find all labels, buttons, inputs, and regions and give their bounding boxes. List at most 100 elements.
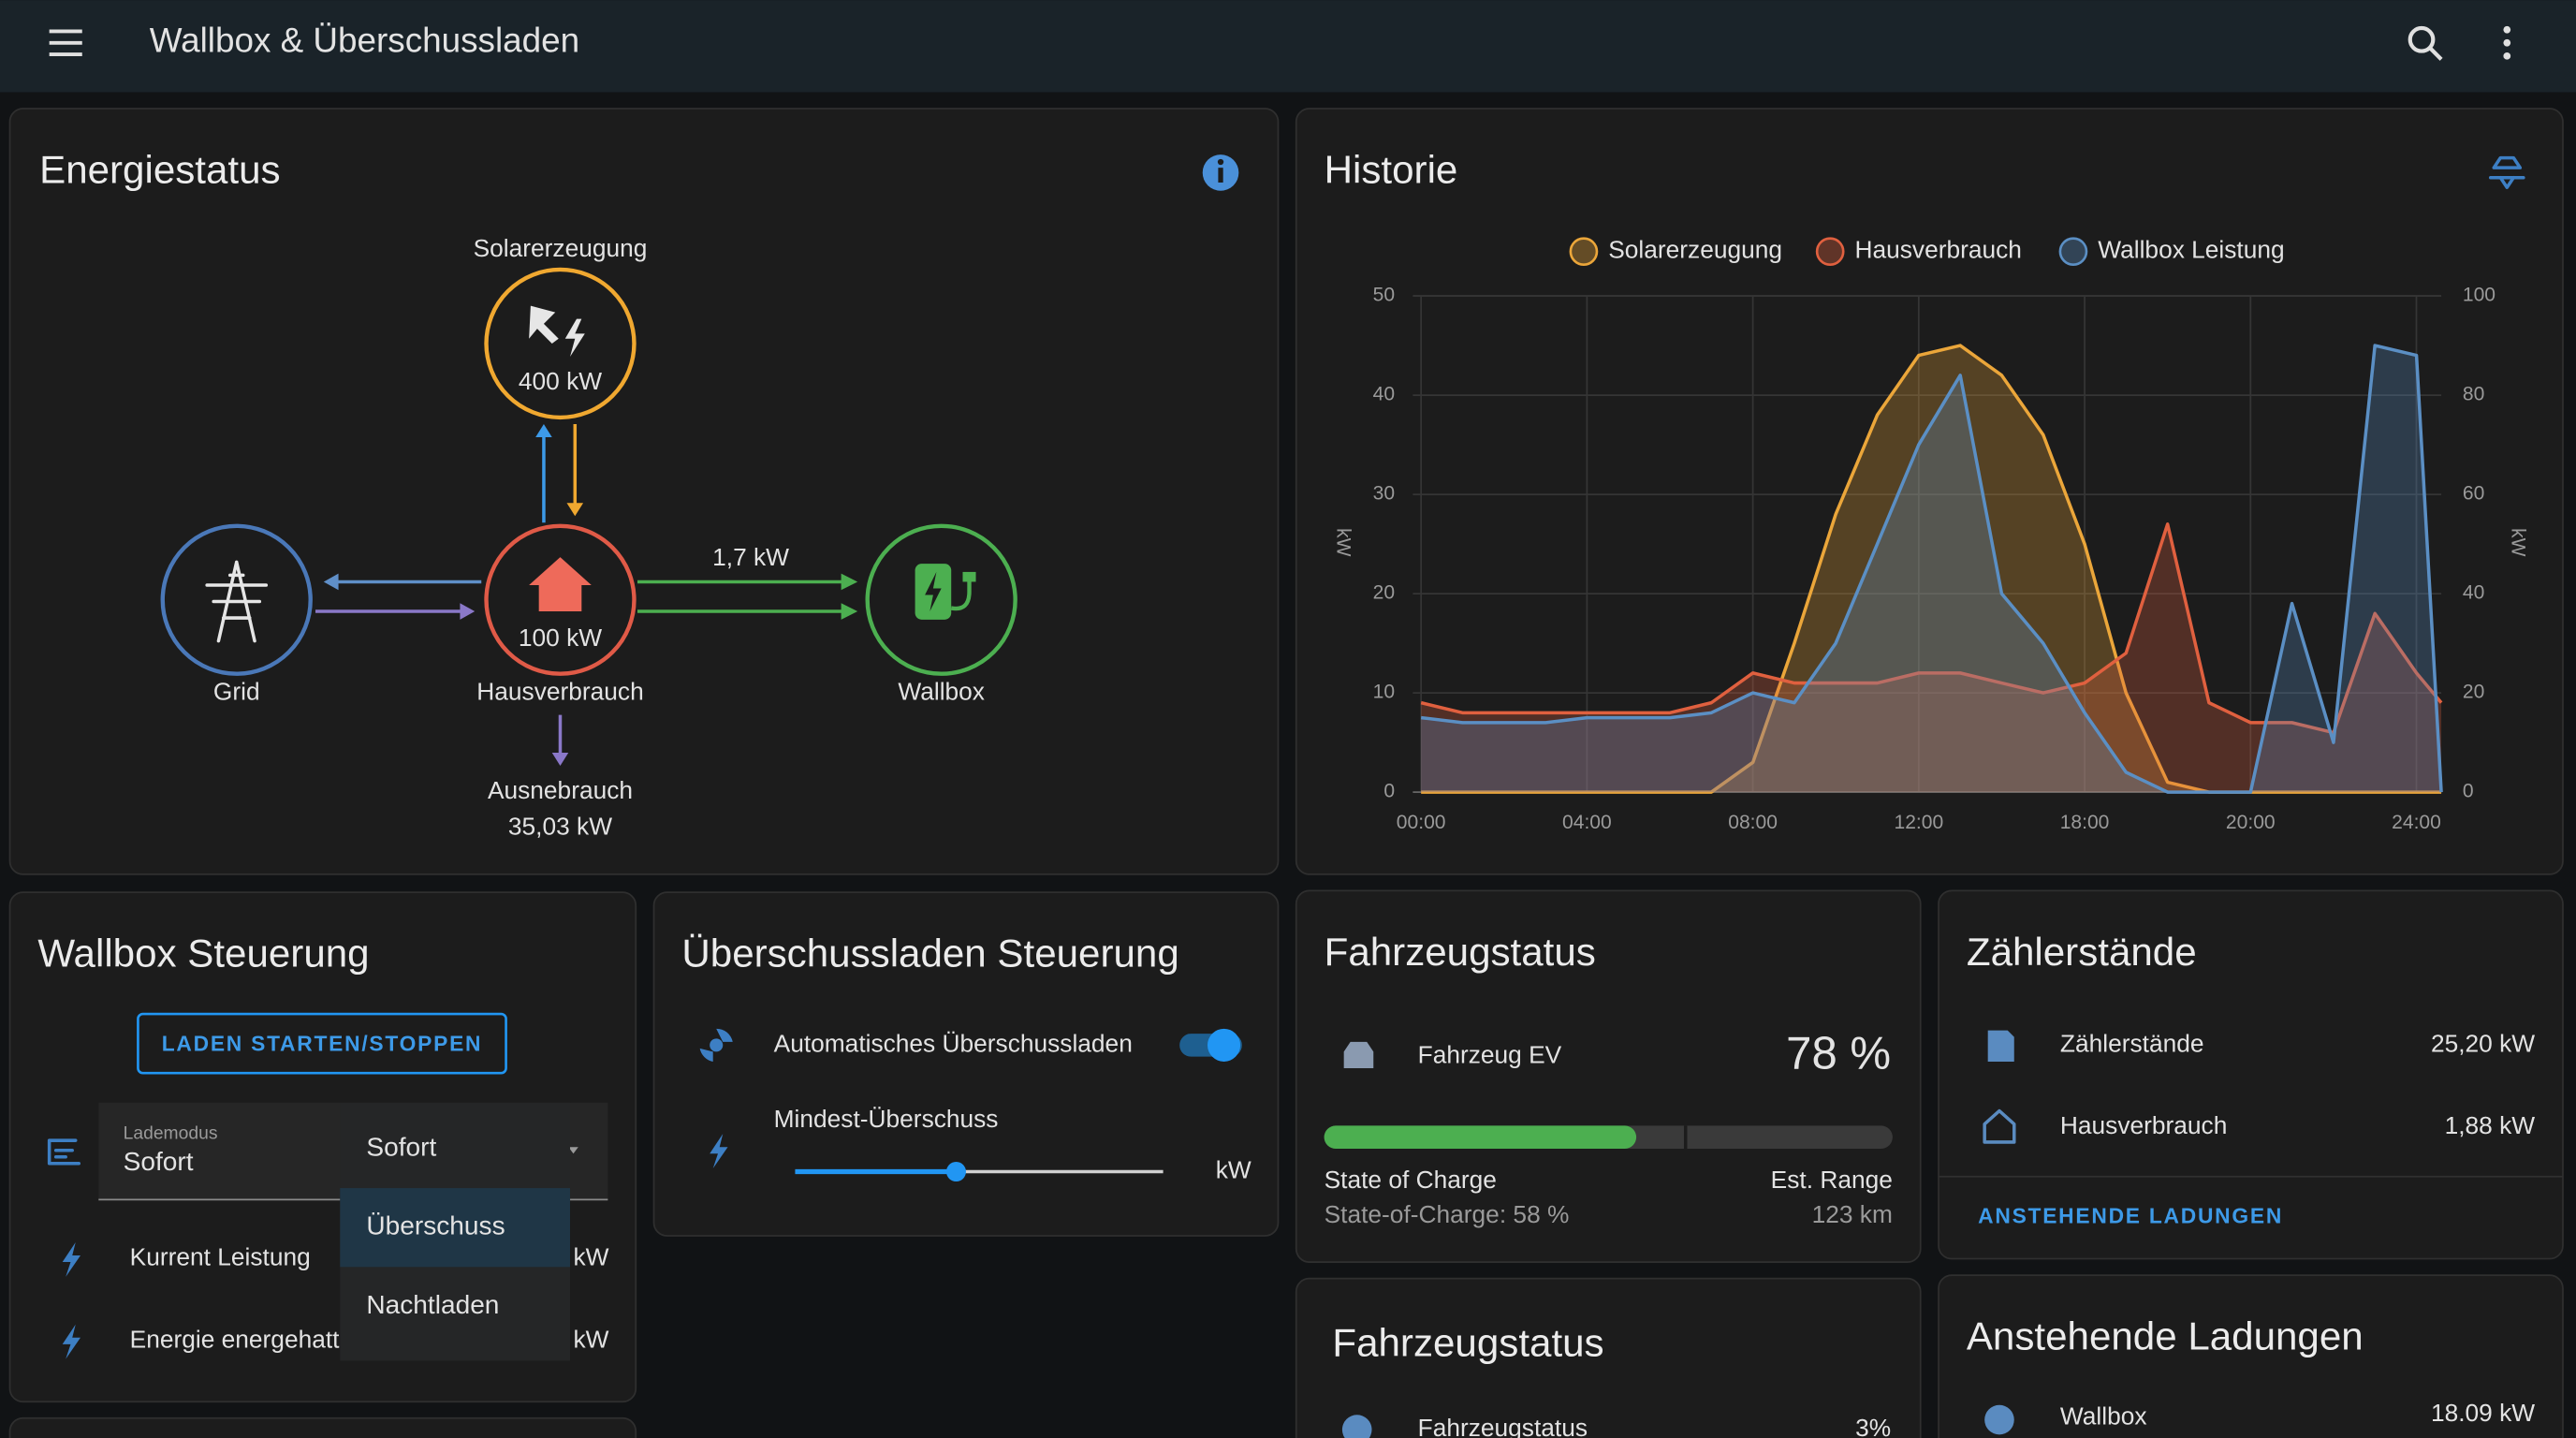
card-title: Fahrzeugstatus	[1332, 1321, 1603, 1365]
card-partial	[8, 1416, 637, 1438]
card-title: Wallbox Steuerung	[37, 932, 369, 976]
solar-node	[484, 267, 637, 420]
grid-icon	[205, 560, 269, 643]
more-button[interactable]	[2503, 25, 2511, 60]
range-value: 123 km	[1812, 1200, 1893, 1228]
pending-link[interactable]: ANSTEHENDE LADUNGEN	[1978, 1204, 2283, 1228]
node-value: 35,03 kW	[508, 813, 612, 841]
history-chart: 0 10 20 30 40 50 0 20 40 60 80 100 00:00 04:00 08:00 12…	[1332, 236, 2528, 833]
status-label: Fahrzeugstatus	[1418, 1414, 1588, 1438]
node-value: 400 kW	[519, 367, 602, 395]
card-surplus	[652, 891, 1280, 1237]
card-history	[1295, 108, 2564, 875]
x-tick-label: 18:00	[2060, 812, 2110, 833]
x-tick-label: 20:00	[2226, 812, 2276, 833]
flow-label: 1,7 kW	[712, 543, 789, 571]
menu-button[interactable]	[49, 29, 82, 56]
energy-icon	[62, 1324, 80, 1359]
card-title: Fahrzeugstatus	[1325, 930, 1596, 974]
y-tick-label: 20	[1373, 582, 1395, 604]
slider-label: Mindest-Überschuss	[774, 1105, 999, 1133]
pending-value: 18.09 kW	[2431, 1399, 2535, 1427]
meter-value: 25,20 kW	[2431, 1029, 2535, 1057]
card-vehicle	[1295, 889, 1922, 1263]
select-caret	[568, 1147, 578, 1154]
button-label: LADEN STARTEN/STOPPEN	[162, 1031, 483, 1055]
series-area	[1421, 345, 2442, 793]
legend-label: Wallbox Leistung	[2098, 236, 2284, 264]
info-button[interactable]	[1202, 154, 1239, 191]
select-label: Lademodus	[124, 1123, 218, 1143]
row-unit: kW	[574, 1243, 609, 1271]
legend-swatch	[1569, 237, 1599, 267]
card-energy	[8, 108, 1280, 875]
card-title: Zählerstände	[1967, 930, 2197, 974]
x-tick-label: 08:00	[1728, 812, 1778, 833]
house-icon	[529, 557, 592, 612]
y-tick-label: 0	[1383, 781, 1395, 802]
card-title: Energiestatus	[39, 148, 281, 192]
y-tick-label: 40	[1373, 384, 1395, 405]
y2-tick-label: 20	[2463, 682, 2484, 703]
meter-value: 1,88 kW	[2445, 1111, 2536, 1139]
row-label: Kurrent Leistung	[130, 1243, 311, 1271]
card-vehicle-2	[1295, 1277, 1922, 1438]
dropdown-option[interactable]: Nachtladen	[366, 1290, 499, 1319]
y-tick-label: 10	[1373, 682, 1395, 703]
soc-fill	[1324, 1125, 1637, 1149]
dropdown-option[interactable]: Überschuss	[366, 1211, 505, 1240]
y2-tick-label: 60	[2463, 483, 2484, 505]
search-button[interactable]	[2408, 25, 2443, 61]
card-title: Überschussladen Steuerung	[681, 932, 1178, 976]
y2-tick-label: 100	[2463, 285, 2496, 306]
auto-icon	[699, 1028, 733, 1062]
node-label: Ausnebrauch	[488, 776, 633, 804]
x-tick-label: 04:00	[1562, 812, 1612, 833]
card-pending	[1938, 1274, 2564, 1438]
series-line	[1420, 344, 2443, 794]
range-label: Est. Range	[1771, 1166, 1893, 1194]
mode-icon	[47, 1138, 80, 1166]
card-title: Historie	[1325, 148, 1458, 192]
flow-arrows	[315, 423, 858, 767]
soc-label: State of Charge	[1325, 1166, 1497, 1194]
app-bar	[0, 0, 2576, 93]
dropdown-option[interactable]: Sofort	[366, 1132, 436, 1161]
meter-label: Zählerstände	[2060, 1029, 2204, 1057]
soc-sub: State-of-Charge: 58 %	[1325, 1200, 1570, 1228]
x-tick-label: 24:00	[2392, 812, 2441, 833]
min-surplus-slider[interactable]	[795, 1162, 1164, 1182]
x-tick-label: 00:00	[1397, 812, 1446, 833]
row-unit: kW	[574, 1325, 609, 1353]
start-stop-button[interactable]	[137, 1012, 507, 1075]
option-highlight	[340, 1188, 571, 1268]
row-label: Energie energehatt	[130, 1325, 341, 1353]
status-icon	[1341, 1415, 1372, 1438]
car-icon	[1343, 1041, 1374, 1068]
pending-icon	[1984, 1404, 2014, 1435]
solar-icon	[529, 305, 585, 357]
y-tick-label: 30	[1373, 483, 1395, 505]
legend-swatch	[1815, 237, 1845, 267]
card-title: Anstehende Ladungen	[1967, 1314, 2364, 1358]
history-icon[interactable]	[2488, 155, 2525, 189]
auto-toggle[interactable]	[1179, 1028, 1242, 1062]
pending-label: Wallbox	[2060, 1402, 2147, 1431]
vehicle-soc: 78 %	[1786, 1029, 1891, 1079]
toggle-label: Automatisches Überschussladen	[774, 1029, 1133, 1057]
legend-label: Solarerzeugung	[1608, 236, 1782, 264]
card-meters	[1938, 889, 2564, 1260]
house-meter-icon	[1983, 1108, 2016, 1144]
meter-icon	[1987, 1030, 2014, 1062]
series-area	[1421, 345, 2442, 793]
series-area	[1421, 523, 2442, 793]
status-value: 3%	[1855, 1414, 1891, 1438]
node-label: Solarerzeugung	[474, 234, 648, 262]
power-icon	[62, 1242, 80, 1277]
slider-unit: kW	[1216, 1155, 1251, 1183]
node-label: Hausverbrauch	[476, 678, 643, 706]
select-value: Sofort	[124, 1147, 194, 1176]
node-label: Grid	[213, 678, 260, 706]
